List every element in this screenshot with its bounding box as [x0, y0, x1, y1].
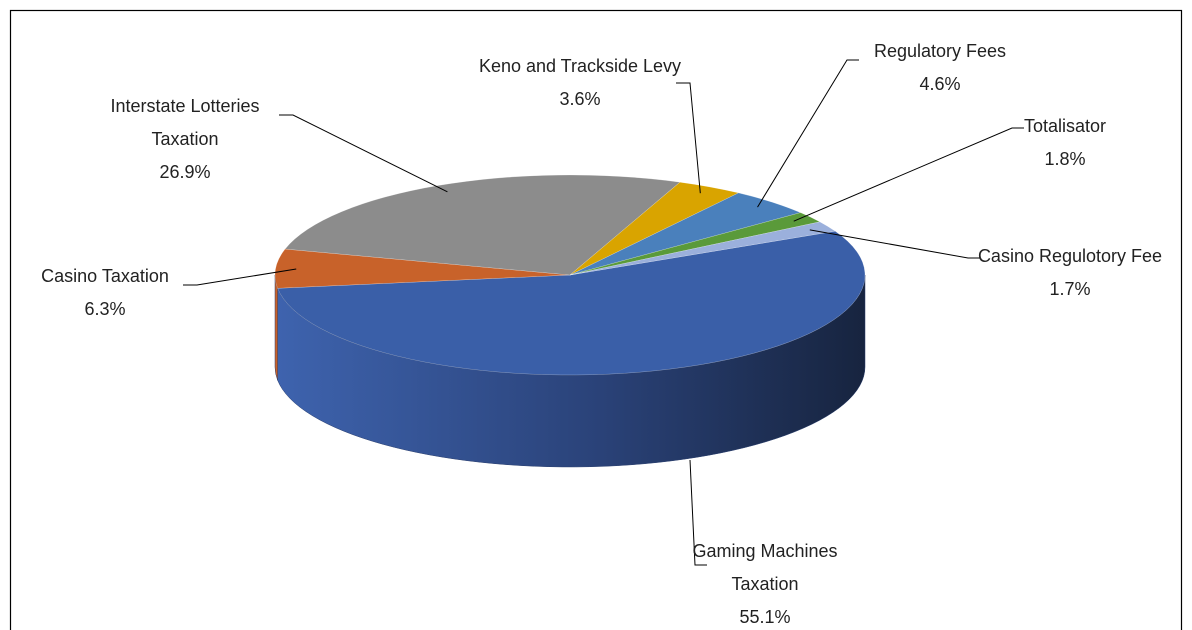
- chart-border: [9, 9, 1183, 630]
- slice-value: 6.3%: [84, 299, 126, 319]
- slice-name: Gaming Machines Taxation: [692, 541, 838, 594]
- leader-line: [809, 229, 980, 259]
- leader-line: [757, 59, 859, 208]
- pie-slice: [569, 221, 836, 276]
- pie-side: [274, 274, 278, 381]
- leader-line: [689, 459, 707, 566]
- pie-slice: [284, 174, 681, 276]
- pie-slice: [277, 230, 866, 376]
- slice-name: Keno and Trackside Levy: [478, 56, 682, 76]
- data-label: Interstate Lotteries Taxation 26.9%: [75, 90, 295, 189]
- data-label: Casino Regulotory Fee 1.7%: [965, 240, 1175, 306]
- slice-value: 55.1%: [739, 607, 791, 627]
- pie-tops: [274, 174, 866, 376]
- leader-line: [279, 114, 448, 193]
- data-label: Regulatory Fees 4.6%: [840, 35, 1040, 101]
- slice-name: Casino Regulotory Fee: [977, 246, 1163, 266]
- slice-name: Interstate Lotteries Taxation: [110, 96, 260, 149]
- leader-line: [183, 268, 297, 286]
- slice-value: 1.7%: [1049, 279, 1091, 299]
- slice-value: 1.8%: [1044, 149, 1086, 169]
- slice-name: Casino Taxation: [41, 266, 169, 286]
- slice-value: 26.9%: [159, 162, 211, 182]
- leader-line: [793, 127, 1024, 222]
- slice-value: 4.6%: [919, 74, 961, 94]
- data-label: Gaming Machines Taxation 55.1%: [675, 535, 855, 630]
- data-label: Keno and Trackside Levy 3.6%: [440, 50, 720, 116]
- slice-name: Totalisator: [1023, 116, 1107, 136]
- slice-name: Regulatory Fees: [873, 41, 1007, 61]
- slice-value: 3.6%: [559, 89, 601, 109]
- data-label: Casino Taxation 6.3%: [5, 260, 205, 326]
- pie-slice: [274, 248, 571, 289]
- leader-line: [676, 82, 701, 194]
- data-label: Totalisator 1.8%: [995, 110, 1135, 176]
